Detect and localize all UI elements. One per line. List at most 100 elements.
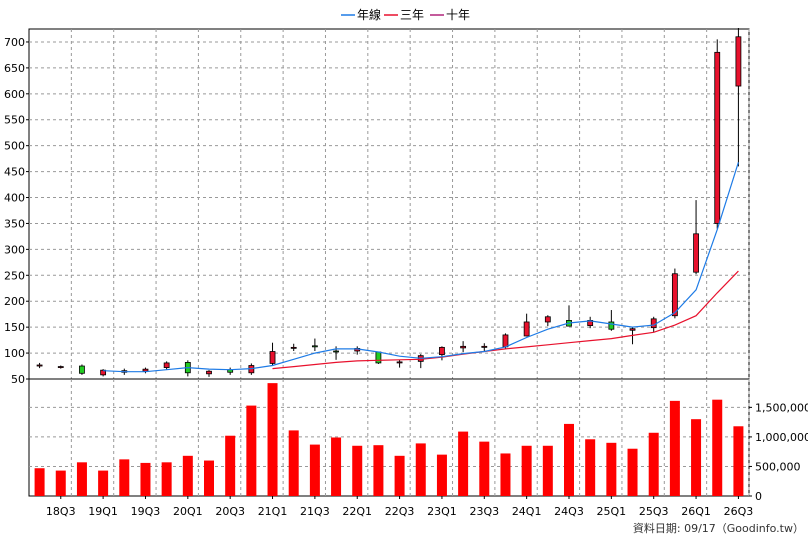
candle-body [693,233,699,273]
legend-item-year-line: 年線 [341,7,381,22]
price-tick-label: 300 [4,243,25,256]
candle [163,361,170,370]
candle [290,343,297,351]
candle-body [481,345,488,348]
legend: 年線 三年 十年 [341,7,470,22]
price-tick-label: 550 [4,114,25,127]
price-tick-label: 100 [4,347,25,360]
price-tick-label: 50 [11,373,25,386]
volume-bar [267,383,278,496]
price-tick-label: 650 [4,62,25,75]
x-tick-label: 23Q1 [427,505,457,518]
candle [460,341,467,353]
data-date-footer: 資料日期: 09/17（Goodinfo.tw） [633,521,804,535]
volume-bar [373,445,384,496]
candle [375,351,382,364]
candle [544,315,551,327]
x-tick-label: 20Q1 [173,505,203,518]
price-tick-label: 700 [4,36,25,49]
volume-tick-label: 1,000,000 [755,431,808,444]
volume-bar [331,437,342,496]
candle-body [100,369,107,376]
volume-plot-frame [28,378,750,497]
volume-bar [161,462,172,496]
volume-bar [55,470,66,496]
volume-bar [542,445,553,496]
price-tick-label: 400 [4,192,25,205]
price-y-ticks: 50 100 150 200 250 300 350 400 450 500 550 600 650 70… [4,36,29,386]
candle [714,39,721,229]
x-tick-label: 26Q3 [724,505,754,518]
candle [269,342,276,365]
price-gridlines [29,29,750,379]
x-tick-label: 19Q3 [131,505,161,518]
volume-bar [500,453,511,496]
candle [396,359,403,368]
volume-bar [648,432,659,496]
candle [735,27,742,167]
candle-body [36,364,43,367]
candle [79,364,85,375]
three-year-line [272,270,739,370]
x-tick-label: 22Q1 [342,505,372,518]
candle-body [57,366,64,368]
volume-bar [225,435,236,496]
x-tick-label: 25Q1 [597,505,627,518]
volume-bar [627,448,638,496]
candle-body [290,346,297,349]
x-tick-label: 19Q1 [88,505,118,518]
volume-bar [288,430,299,496]
candle-body [671,273,678,317]
candle-body [79,365,85,374]
x-tick-label: 25Q3 [639,505,669,518]
volume-bar [585,439,596,496]
price-tick-label: 450 [4,166,25,179]
volume-bar [479,441,490,496]
volume-bar [34,468,45,496]
volume-bar [309,444,320,496]
volume-bar [436,454,447,496]
candle-body [269,351,276,364]
candle [206,370,212,377]
price-tick-label: 250 [4,269,25,282]
candle-body [502,334,509,348]
candle [36,362,43,369]
price-tick-label: 350 [4,217,25,230]
x-tick-label: 21Q3 [300,505,330,518]
candle-body [206,370,212,375]
candle [608,310,615,331]
candle-body [396,361,403,364]
volume-bars [34,383,744,496]
candle-body [375,351,382,364]
x-tick-label: 22Q3 [385,505,415,518]
volume-bar [691,419,702,496]
volume-tick-label: 500,000 [755,460,801,473]
candle-body [311,345,318,348]
volume-bar [246,405,257,496]
candle-body [523,321,530,337]
candle [523,313,530,337]
x-tick-label: 24Q1 [512,505,542,518]
price-panel: 50 100 150 200 250 300 350 400 450 500 550 600 650 70… [4,27,750,386]
price-tick-label: 500 [4,140,25,153]
volume-bar [564,423,574,496]
x-tick-label: 18Q3 [46,505,76,518]
candle [671,268,678,319]
candle [57,365,64,369]
price-tick-label: 600 [4,88,25,101]
candle-body [629,328,636,331]
volume-bar [458,431,469,496]
volume-bar [76,462,87,496]
x-tick-label: 24Q3 [554,505,584,518]
volume-bar [394,455,405,496]
legend-item-3y-line: 三年 [384,8,424,22]
volume-bar [669,400,680,496]
legend-label-10y: 十年 [446,8,470,22]
price-tick-label: 200 [4,295,25,308]
candle-body [333,350,339,353]
candle-body [650,318,657,329]
volume-bar [521,445,532,496]
x-axis-ticks: 18Q3 19Q1 19Q3 20Q1 20Q3 21Q1 21Q3 22Q1 22Q3 23Q1… [46,496,753,518]
candle-body [714,51,721,224]
